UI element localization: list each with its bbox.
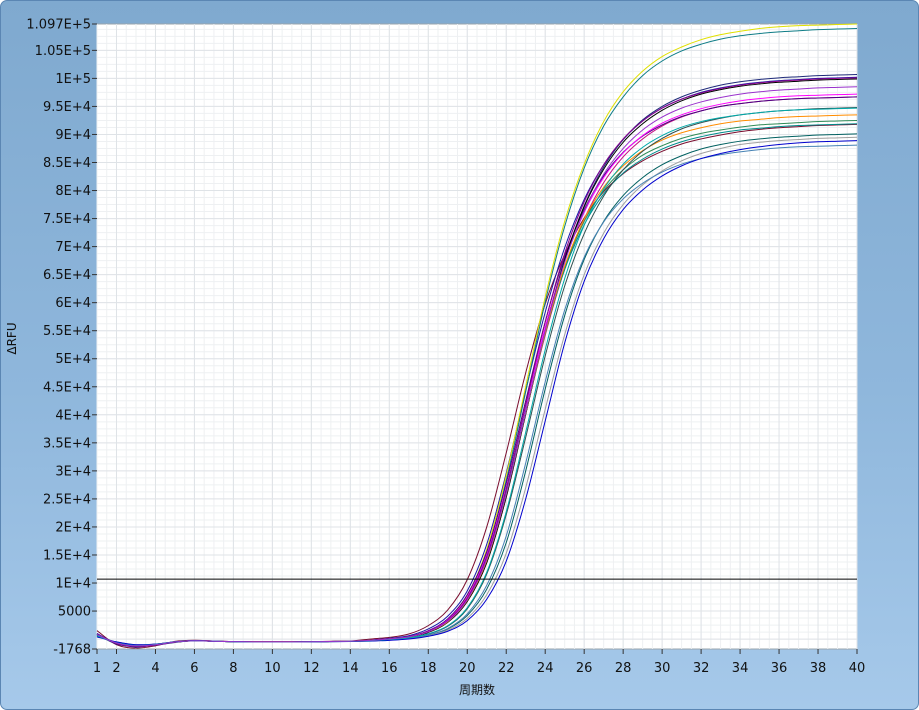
y-tick-label: 5E+4 xyxy=(55,352,91,367)
y-tick-label: 5000 xyxy=(58,605,91,620)
x-tick-label: 6 xyxy=(190,661,198,676)
major-grid xyxy=(97,24,858,649)
y-tick-label: 5.5E+4 xyxy=(43,324,91,339)
y-tick-label: 7.5E+4 xyxy=(43,212,91,227)
y-tick-label: 8E+4 xyxy=(55,184,91,199)
y-tick-label: 8.5E+4 xyxy=(43,156,91,171)
x-tick-label: 30 xyxy=(654,661,671,676)
y-axis-title: ΔRFU xyxy=(5,322,19,354)
x-axis: 1 2 4 6 8 10 12 14 16 18 20 22 24 26 28 30 32 34 36 38 40 xyxy=(93,649,865,676)
y-tick-label: 4E+4 xyxy=(55,408,91,423)
amplification-curve-20[interactable] xyxy=(96,86,858,647)
y-axis: -1768 5000 1E+4 1.5E+4 2E+4 2.5E+4 3E+4 3.5E+4 4… xyxy=(26,18,97,658)
y-tick-label: 6.5E+4 xyxy=(43,268,91,283)
y-tick-label: 3.5E+4 xyxy=(43,436,91,451)
y-tick-label: 2E+4 xyxy=(55,520,91,535)
x-tick-label: 2 xyxy=(112,661,120,676)
y-tick-label: 2.5E+4 xyxy=(43,492,91,507)
x-tick-label: 18 xyxy=(420,661,437,676)
x-tick-label: 32 xyxy=(693,661,710,676)
x-tick-label: 10 xyxy=(264,661,281,676)
y-tick-label: 1E+4 xyxy=(55,577,91,592)
x-axis-title: 周期数 xyxy=(459,682,495,697)
y-tick-label: 7E+4 xyxy=(55,240,91,255)
y-tick-label: 6E+4 xyxy=(55,296,91,311)
x-tick-label: 40 xyxy=(849,661,866,676)
x-tick-label: 16 xyxy=(381,661,398,676)
x-tick-label: 4 xyxy=(151,661,159,676)
y-tick-label: 1.5E+4 xyxy=(43,548,91,563)
y-tick-label: -1768 xyxy=(53,643,91,658)
x-tick-label: 26 xyxy=(576,661,593,676)
x-tick-label: 8 xyxy=(229,661,237,676)
y-tick-label: 1.097E+5 xyxy=(26,18,91,33)
x-tick-label: 28 xyxy=(615,661,632,676)
x-tick-label: 1 xyxy=(93,661,101,676)
series-layer xyxy=(96,23,858,649)
x-tick-label: 24 xyxy=(537,661,554,676)
x-tick-label: 36 xyxy=(771,661,788,676)
x-tick-label: 20 xyxy=(459,661,476,676)
x-tick-label: 14 xyxy=(342,661,359,676)
x-tick-label: 38 xyxy=(810,661,827,676)
y-tick-label: 9E+4 xyxy=(55,128,91,143)
y-tick-label: 1.05E+5 xyxy=(35,44,91,59)
y-tick-label: 9.5E+4 xyxy=(43,100,91,115)
y-tick-label: 1E+5 xyxy=(55,72,91,87)
x-tick-label: 12 xyxy=(303,661,320,676)
x-tick-label: 22 xyxy=(498,661,515,676)
x-tick-label: 34 xyxy=(732,661,749,676)
y-tick-label: 4.5E+4 xyxy=(43,380,91,395)
y-tick-label: 3E+4 xyxy=(55,464,91,479)
